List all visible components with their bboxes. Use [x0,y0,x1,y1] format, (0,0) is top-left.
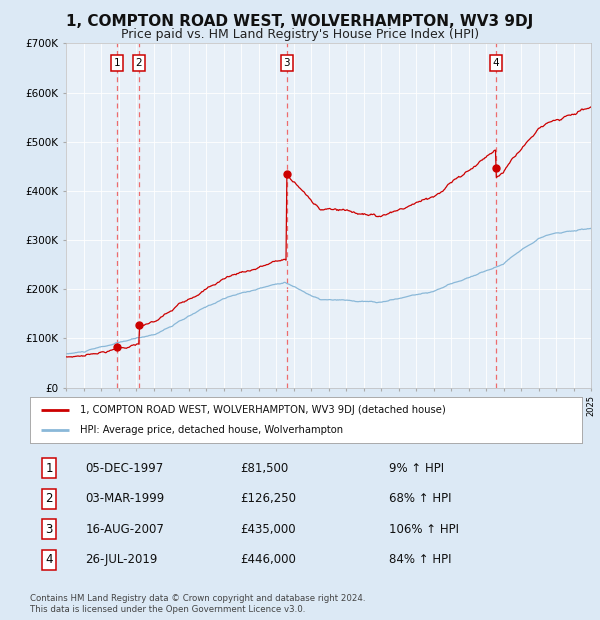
Text: 03-MAR-1999: 03-MAR-1999 [85,492,164,505]
Text: £446,000: £446,000 [240,553,296,566]
Text: 26-JUL-2019: 26-JUL-2019 [85,553,158,566]
Text: Price paid vs. HM Land Registry's House Price Index (HPI): Price paid vs. HM Land Registry's House … [121,28,479,41]
Text: Contains HM Land Registry data © Crown copyright and database right 2024.
This d: Contains HM Land Registry data © Crown c… [30,595,365,614]
Text: 68% ↑ HPI: 68% ↑ HPI [389,492,451,505]
Text: 9% ↑ HPI: 9% ↑ HPI [389,462,444,475]
Text: 3: 3 [284,58,290,68]
Text: £435,000: £435,000 [240,523,295,536]
Text: 4: 4 [493,58,499,68]
Text: 3: 3 [46,523,53,536]
Text: 1: 1 [46,462,53,475]
Text: 1: 1 [114,58,121,68]
Text: 16-AUG-2007: 16-AUG-2007 [85,523,164,536]
Text: 05-DEC-1997: 05-DEC-1997 [85,462,163,475]
Text: £126,250: £126,250 [240,492,296,505]
Text: 2: 2 [136,58,142,68]
Text: 1, COMPTON ROAD WEST, WOLVERHAMPTON, WV3 9DJ (detached house): 1, COMPTON ROAD WEST, WOLVERHAMPTON, WV3… [80,405,445,415]
Text: 1, COMPTON ROAD WEST, WOLVERHAMPTON, WV3 9DJ: 1, COMPTON ROAD WEST, WOLVERHAMPTON, WV3… [67,14,533,29]
Text: £81,500: £81,500 [240,462,288,475]
Text: 84% ↑ HPI: 84% ↑ HPI [389,553,451,566]
Text: 4: 4 [46,553,53,566]
Text: 106% ↑ HPI: 106% ↑ HPI [389,523,459,536]
Text: 2: 2 [46,492,53,505]
Text: HPI: Average price, detached house, Wolverhampton: HPI: Average price, detached house, Wolv… [80,425,343,435]
